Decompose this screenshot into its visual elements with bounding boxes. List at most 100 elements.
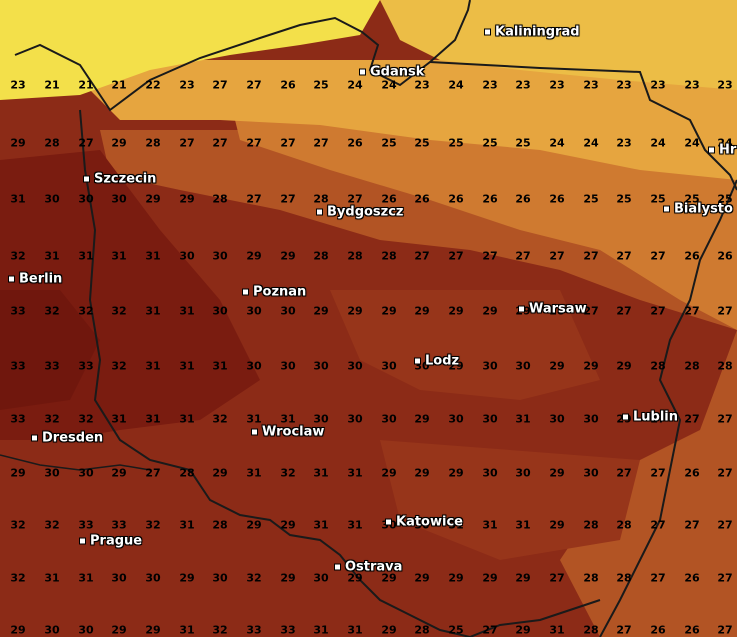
temperature-value: 28: [583, 623, 599, 637]
temperature-value: 28: [583, 571, 599, 585]
temperature-value: 31: [10, 192, 26, 206]
city-marker-icon: [334, 563, 341, 571]
temperature-value: 29: [381, 623, 397, 637]
temperature-value: 31: [179, 412, 195, 426]
temperature-value: 23: [616, 136, 632, 150]
temperature-value: 33: [246, 623, 262, 637]
temperature-value: 28: [684, 359, 700, 373]
temperature-value: 23: [616, 78, 632, 92]
temperature-value: 23: [10, 78, 26, 92]
temperature-value: 29: [549, 518, 565, 532]
temperature-value: 27: [717, 623, 733, 637]
city-marker-icon: [622, 413, 629, 421]
temperature-value: 29: [448, 304, 464, 318]
temperature-value: 32: [44, 518, 60, 532]
temperature-value: 23: [650, 78, 666, 92]
temperature-value: 27: [414, 249, 430, 263]
temperature-value: 30: [515, 359, 531, 373]
temperature-value: 31: [347, 466, 363, 480]
city-name: Lublin: [633, 409, 679, 425]
temperature-value: 29: [10, 623, 26, 637]
temperature-value: 29: [145, 623, 161, 637]
temperature-value: 29: [482, 571, 498, 585]
city-marker-icon: [518, 305, 525, 313]
temperature-value: 27: [616, 466, 632, 480]
temperature-value: 25: [381, 136, 397, 150]
temperature-value: 29: [549, 359, 565, 373]
temperature-value: 30: [44, 466, 60, 480]
temperature-value: 28: [145, 136, 161, 150]
temperature-value: 30: [246, 304, 262, 318]
temperature-value: 27: [717, 304, 733, 318]
temperature-value: 22: [145, 78, 161, 92]
temperature-value: 27: [717, 571, 733, 585]
temperature-value: 31: [145, 359, 161, 373]
temperature-value: 29: [616, 359, 632, 373]
city-marker-icon: [31, 434, 38, 442]
temperature-value: 29: [381, 466, 397, 480]
temperature-value: 28: [347, 249, 363, 263]
city-marker-icon: [316, 208, 323, 216]
eastern-border: [599, 179, 737, 637]
temperature-value: 29: [448, 359, 464, 373]
coastline: [14, 0, 471, 112]
temperature-value: 29: [10, 466, 26, 480]
temperature-value: 29: [179, 192, 195, 206]
temperature-value: 27: [616, 623, 632, 637]
temperature-value: 30: [515, 466, 531, 480]
temperature-value: 24: [448, 78, 464, 92]
temperature-value: 29: [280, 249, 296, 263]
temperature-value: 27: [212, 78, 228, 92]
temperature-value: 31: [111, 249, 127, 263]
temperature-value: 29: [583, 359, 599, 373]
city-name: Dresden: [42, 430, 104, 446]
temperature-value: 31: [313, 466, 329, 480]
temperature-value: 31: [145, 412, 161, 426]
temperature-value: 31: [145, 249, 161, 263]
temperature-value: 28: [616, 518, 632, 532]
temperature-value: 27: [583, 249, 599, 263]
temperature-value: 29: [414, 466, 430, 480]
temperature-value: 32: [280, 466, 296, 480]
temperature-value: 29: [515, 571, 531, 585]
city-label: Hr: [708, 143, 736, 158]
western-border: [79, 109, 471, 637]
temperature-value: 31: [78, 571, 94, 585]
city-label: Katowice: [385, 515, 463, 530]
temperature-value: 27: [717, 518, 733, 532]
city-label: Szczecin: [83, 172, 156, 187]
city-marker-icon: [242, 288, 249, 296]
city-marker-icon: [385, 518, 392, 526]
temperature-value: 32: [212, 412, 228, 426]
temperature-value: 28: [44, 136, 60, 150]
temperature-value: 30: [78, 192, 94, 206]
temperature-value: 23: [717, 78, 733, 92]
temperature-value: 25: [616, 192, 632, 206]
zone-27: [100, 130, 737, 637]
temperature-value: 27: [616, 249, 632, 263]
temperature-value: 29: [482, 304, 498, 318]
temperature-value: 29: [381, 304, 397, 318]
temperature-value: 31: [515, 412, 531, 426]
temperature-value: 33: [111, 518, 127, 532]
temperature-value: 32: [111, 304, 127, 318]
temperature-value: 29: [549, 466, 565, 480]
city-name: Wroclaw: [262, 424, 325, 440]
temperature-value: 28: [212, 192, 228, 206]
temperature-value: 26: [414, 192, 430, 206]
temperature-value: 26: [717, 249, 733, 263]
temperature-value: 30: [313, 359, 329, 373]
temperature-value: 29: [280, 571, 296, 585]
temperature-value: 30: [482, 412, 498, 426]
temperature-value: 31: [179, 359, 195, 373]
temperature-value: 30: [482, 466, 498, 480]
city-name: Kaliningrad: [495, 24, 580, 40]
temperature-value: 30: [212, 249, 228, 263]
temperature-value: 27: [717, 466, 733, 480]
temperature-value: 30: [347, 359, 363, 373]
temperature-value: 32: [44, 412, 60, 426]
temperature-value: 31: [448, 518, 464, 532]
temperature-value: 32: [10, 571, 26, 585]
city-name: Bydgoszcz: [327, 204, 404, 220]
temperature-value: 29: [414, 304, 430, 318]
